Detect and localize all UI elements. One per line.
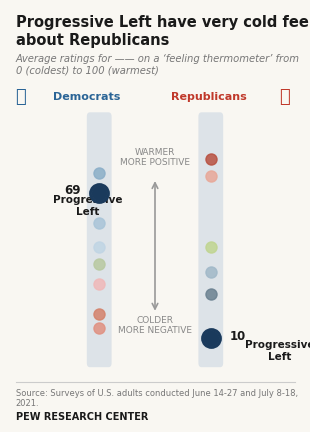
Point xyxy=(208,268,213,275)
Text: PEW RESEARCH CENTER: PEW RESEARCH CENTER xyxy=(16,412,148,422)
Text: COLDER
MORE NEGATIVE: COLDER MORE NEGATIVE xyxy=(118,316,192,335)
Point xyxy=(208,155,213,162)
FancyBboxPatch shape xyxy=(87,112,112,367)
Point xyxy=(97,190,102,197)
Point xyxy=(97,325,102,332)
Point xyxy=(208,290,213,297)
Text: 69: 69 xyxy=(64,184,81,197)
Point xyxy=(97,244,102,251)
Point xyxy=(97,170,102,177)
Text: 🐴: 🐴 xyxy=(16,88,26,106)
Text: 10: 10 xyxy=(229,330,246,343)
Text: Source: Surveys of U.S. adults conducted June 14-27 and July 8-18,
2021.: Source: Surveys of U.S. adults conducted… xyxy=(16,389,298,408)
Text: Progressive Left have very cold feelings
about Republicans: Progressive Left have very cold feelings… xyxy=(16,15,310,48)
Point xyxy=(97,310,102,317)
Text: Progressive
Left: Progressive Left xyxy=(53,195,122,217)
Point xyxy=(208,335,213,342)
Text: WARMER
MORE POSITIVE: WARMER MORE POSITIVE xyxy=(120,148,190,167)
Point xyxy=(208,244,213,251)
Text: Average ratings for —— on a ‘feeling thermometer’ from
0 (coldest) to 100 (warme: Average ratings for —— on a ‘feeling the… xyxy=(16,54,299,76)
Text: Republicans: Republicans xyxy=(170,92,246,102)
Text: 🐘: 🐘 xyxy=(279,88,290,106)
Point xyxy=(208,172,213,179)
Point xyxy=(97,219,102,226)
FancyBboxPatch shape xyxy=(198,112,223,367)
Point xyxy=(97,190,102,197)
Point xyxy=(97,281,102,288)
Text: Progressive
Left: Progressive Left xyxy=(245,340,310,362)
Point xyxy=(97,261,102,268)
Point xyxy=(208,335,213,342)
Text: Democrats: Democrats xyxy=(53,92,120,102)
